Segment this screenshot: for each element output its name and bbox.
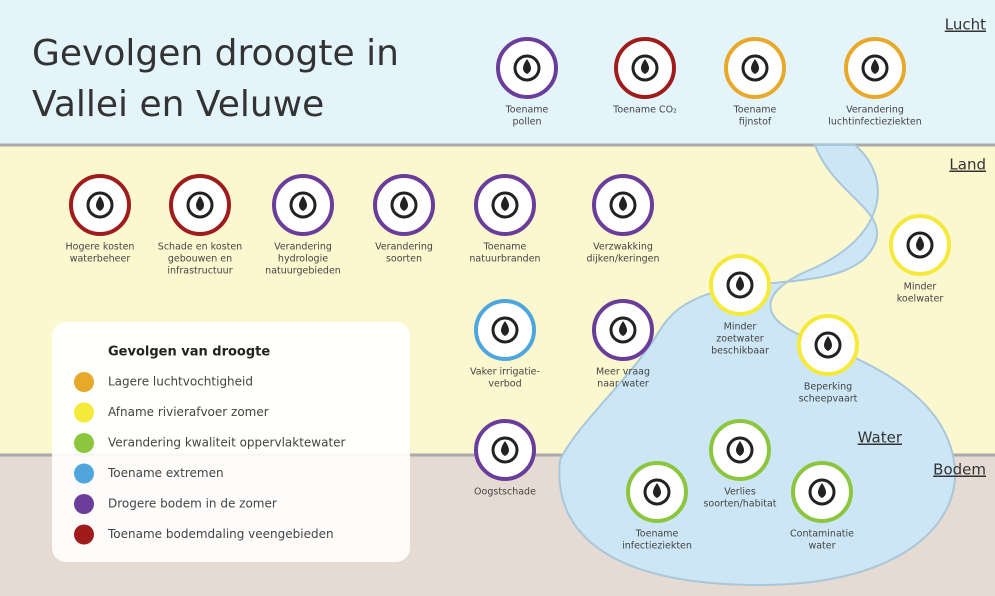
icon-label: scheepvaart [799,394,858,405]
icon-label: Schade en kosten [158,242,242,253]
icon-label: soorten [386,254,422,265]
icon-label: water [808,541,835,552]
icon-label: Verandering [274,242,332,253]
icon-label: Minder [904,282,937,293]
icon-label: verbod [488,379,521,390]
icon-label: natuurbranden [469,254,540,265]
zone-label: Land [949,156,986,174]
icon-label: natuurgebieden [265,266,341,277]
icon-label: Verzwakking [593,242,653,253]
icon-label: Toename [505,105,549,116]
zone-label: Water [858,429,903,447]
icon-label: pollen [513,117,542,128]
icon-label: infrastructuur [167,266,232,277]
icon-label: Meer vraag [596,367,650,378]
icon-label: Contaminatie [790,529,854,540]
zone-label: Lucht [945,16,986,34]
legend-dot [74,525,94,545]
icon-label: Vaker irrigatie- [470,367,540,378]
legend-label: Toename extremen [107,466,224,480]
icon-label: waterbeheer [70,254,131,265]
icon-label: Toename [635,529,679,540]
legend-label: Toename bodemdaling veengebieden [107,527,334,541]
icon-label: Verandering [846,105,904,116]
icon-label: Toename [483,242,527,253]
legend-dot [74,494,94,514]
icon-label: gebouwen en [168,254,232,265]
icon-label: koelwater [897,294,944,305]
legend-dot [74,433,94,453]
icon-label: soorten/habitat [703,499,776,510]
icon-label: infectieziekten [622,541,692,552]
icon-label: dijken/keringen [586,254,659,265]
legend-title: Gevolgen van droogte [108,345,270,360]
legend-dot [74,403,94,423]
legend-dot [74,372,94,392]
icon-label: Toename CO₂ [612,105,677,116]
icon-label: Verandering [375,242,433,253]
legend-label: Afname rivierafvoer zomer [108,405,269,419]
title: Vallei en Veluwe [32,84,324,125]
zone-label: Bodem [933,461,986,479]
icon-label: hydrologie [278,254,328,265]
icon-label: Verlies [724,487,756,498]
legend-label: Verandering kwaliteit oppervlaktewater [108,436,346,450]
legend-dot [74,464,94,484]
legend-label: Lagere luchtvochtigheid [108,375,253,389]
icon-label: beschikbaar [711,346,769,357]
icon-label: fijnstof [739,117,772,128]
legend-label: Drogere bodem in de zomer [108,497,277,511]
icon-label: Toename [733,105,777,116]
title: Gevolgen droogte in [32,33,399,74]
page: Gevolgen droogte in Vallei en Veluwe Luc… [0,0,995,596]
icon-label: zoetwater [716,334,764,345]
icon-label: naar water [597,379,649,390]
infographic: Gevolgen droogte in Vallei en Veluwe Luc… [0,0,995,596]
icon-label: Oogstschade [474,487,536,498]
icon-label: Minder [724,322,757,333]
icon-label: Beperking [804,382,852,393]
icon-label: Hogere kosten [66,242,135,253]
icon-label: luchtinfectieziekten [828,117,921,128]
